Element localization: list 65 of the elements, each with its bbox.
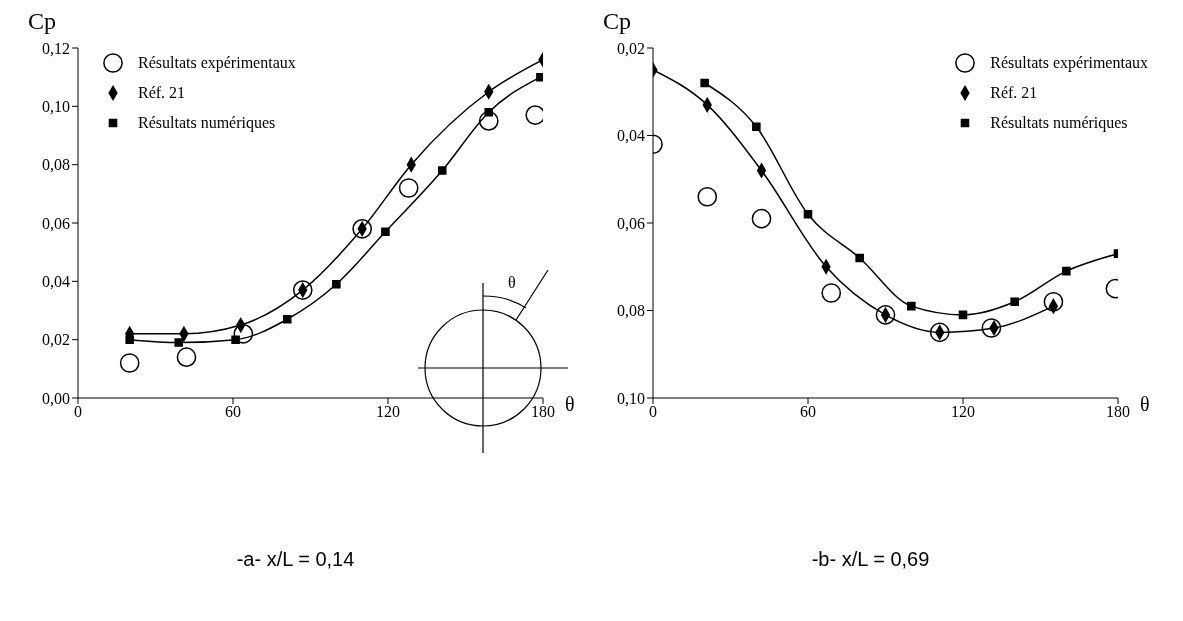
- point: [352, 219, 373, 239]
- point: [958, 310, 968, 320]
- point: [398, 178, 419, 198]
- y-tick-label: 0,02: [42, 331, 70, 349]
- point: [478, 111, 499, 131]
- x-tick-label: 120: [951, 403, 975, 421]
- x-tick-label: 180: [531, 403, 555, 421]
- y-axis-title: Cp: [602, 8, 632, 36]
- point: [907, 301, 916, 311]
- point: [282, 314, 292, 324]
- point: [756, 163, 767, 178]
- text: -b- x/L = 0,69: [810, 548, 931, 571]
- point: [855, 253, 864, 263]
- x-tick-label: 60: [800, 403, 816, 421]
- point: [700, 78, 709, 88]
- point: [803, 209, 813, 219]
- point: [332, 279, 341, 289]
- point: [292, 280, 313, 300]
- y-tick-label: 0,08: [42, 156, 70, 174]
- point: [174, 338, 184, 347]
- y-tick-label: 0,12: [42, 39, 70, 57]
- point: [176, 347, 197, 367]
- point: [751, 208, 772, 229]
- point: [1062, 266, 1071, 276]
- point: [697, 186, 718, 207]
- point: [1010, 297, 1019, 307]
- x-axis-title: θ: [1140, 393, 1150, 416]
- point: [125, 335, 134, 344]
- point: [484, 107, 494, 117]
- point: [929, 322, 950, 343]
- point: [381, 227, 390, 237]
- annotation: θ: [508, 274, 516, 291]
- y-tick-label: 0,00: [42, 389, 70, 407]
- point: [536, 72, 543, 82]
- legend-label: Résultats expérimentaux: [138, 54, 296, 72]
- text: -a- x/L = 0,14: [235, 548, 356, 571]
- y-tick-label: 0,04: [617, 127, 645, 145]
- legend-label: Résultats expérimentaux: [990, 54, 1148, 72]
- point: [231, 335, 240, 344]
- y-tick-label: 0,10: [42, 98, 70, 116]
- x-tick-label: 180: [1106, 403, 1130, 421]
- legend-label: Réf. 21: [990, 84, 1038, 102]
- x-tick-label: 0: [649, 403, 657, 421]
- x-tick-label: 120: [376, 403, 400, 421]
- y-tick-label: 0,04: [42, 273, 70, 291]
- point: [1043, 291, 1064, 312]
- y-tick-label: 0,02: [617, 39, 645, 57]
- x-tick-label: 0: [74, 403, 82, 421]
- point: [119, 353, 140, 373]
- point: [233, 324, 254, 344]
- y-tick-label: 0,06: [42, 214, 70, 232]
- point: [875, 305, 896, 325]
- point: [437, 166, 447, 175]
- x-axis-title: θ: [565, 393, 575, 416]
- point: [981, 318, 1002, 338]
- legend-label: Résultats numériques: [138, 114, 276, 132]
- y-tick-label: 0,06: [617, 214, 645, 232]
- y-axis-title: Cp: [27, 8, 57, 36]
- point: [752, 122, 761, 132]
- legend-label: Résultats numériques: [990, 114, 1128, 132]
- y-tick-label: 0,10: [617, 389, 645, 407]
- y-tick-label: 0,08: [617, 302, 645, 320]
- x-tick-label: 60: [225, 403, 241, 421]
- legend-label: Réf. 21: [138, 84, 186, 102]
- point: [821, 283, 842, 303]
